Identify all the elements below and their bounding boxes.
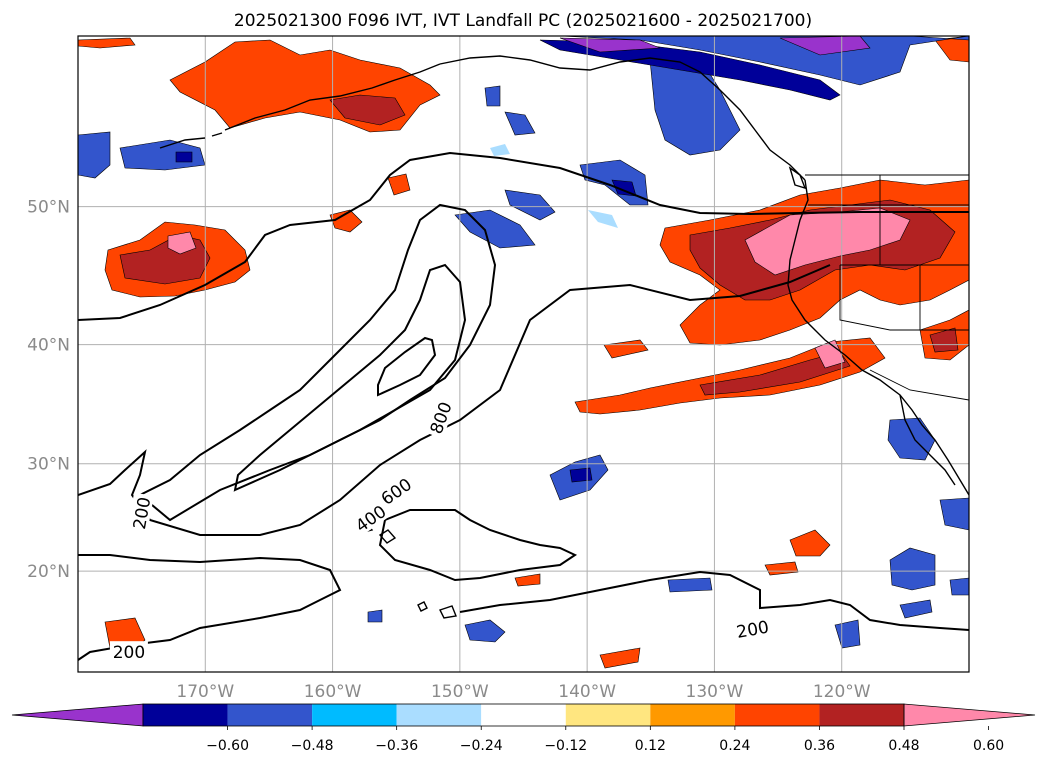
- contour-label-text: 200: [113, 643, 145, 663]
- lon-label: 120°W: [813, 682, 871, 702]
- colorbar-tick-label: 0.24: [719, 738, 750, 754]
- lon-label: 170°W: [176, 682, 234, 702]
- contour-200-lower: [78, 264, 831, 536]
- colorbar-swatch: [143, 704, 228, 726]
- colorbar-swatch: [481, 704, 566, 726]
- colorbar-frame: [142, 703, 905, 727]
- map-title: 2025021300 F096 IVT, IVT Landfall PC (20…: [234, 11, 812, 31]
- colorbar-tick-label: −0.48: [291, 738, 334, 754]
- lat-label: 30°N: [27, 455, 70, 475]
- colorbar-swatch: [312, 704, 397, 726]
- colorbar-tick-label: 0.60: [973, 738, 1004, 754]
- colorbar-swatch: [734, 704, 820, 726]
- latitude-labels: 50°N 40°N 30°N 20°N: [27, 198, 70, 583]
- ivt-contours: [78, 151, 969, 661]
- colorbar-swatch: [565, 704, 651, 726]
- colorbar-swatch: [819, 704, 904, 726]
- contour-label: 200: [109, 641, 148, 663]
- contour-200-south: [78, 554, 342, 661]
- ivt-shading: [78, 36, 969, 669]
- contour-200-main: [78, 151, 969, 321]
- lat-label: 20°N: [27, 562, 70, 582]
- contour-label: 400: [348, 498, 392, 537]
- contour-800: [377, 336, 437, 397]
- colorbar-swatch: [227, 704, 313, 726]
- lon-label: 160°W: [304, 682, 362, 702]
- colorbar: −0.60 −0.48 −0.36 −0.24 −0.12 0.12 0.24 0.36 0.4…: [11, 703, 1036, 754]
- colorbar-tick-label: −0.24: [460, 738, 503, 754]
- lon-label: 140°W: [558, 682, 616, 702]
- lat-label: 40°N: [27, 336, 70, 356]
- map-frame: [77, 35, 970, 673]
- colorbar-tick-label: −0.60: [206, 738, 249, 754]
- colorbar-extend-high: [903, 703, 1036, 727]
- colorbar-tick-label: −0.12: [544, 738, 587, 754]
- colorbar-tick-label: −0.36: [375, 738, 418, 754]
- colorbar-tick-label: 0.12: [635, 738, 666, 754]
- graticule: [78, 36, 969, 672]
- lon-label: 150°W: [431, 682, 489, 702]
- lat-label: 50°N: [27, 198, 70, 218]
- political-borders: [805, 174, 969, 401]
- colorbar-extend-low: [11, 703, 144, 727]
- colorbar-swatch: [396, 704, 482, 726]
- longitude-labels: 170°W 160°W 150°W 140°W 130°W 120°W: [176, 682, 870, 702]
- colorbar-tick-label: 0.36: [804, 738, 835, 754]
- lon-label: 130°W: [686, 682, 744, 702]
- contour-600: [233, 263, 467, 492]
- colorbar-swatch: [650, 704, 735, 726]
- coastlines: [159, 55, 969, 619]
- colorbar-tick-label: 0.48: [888, 738, 919, 754]
